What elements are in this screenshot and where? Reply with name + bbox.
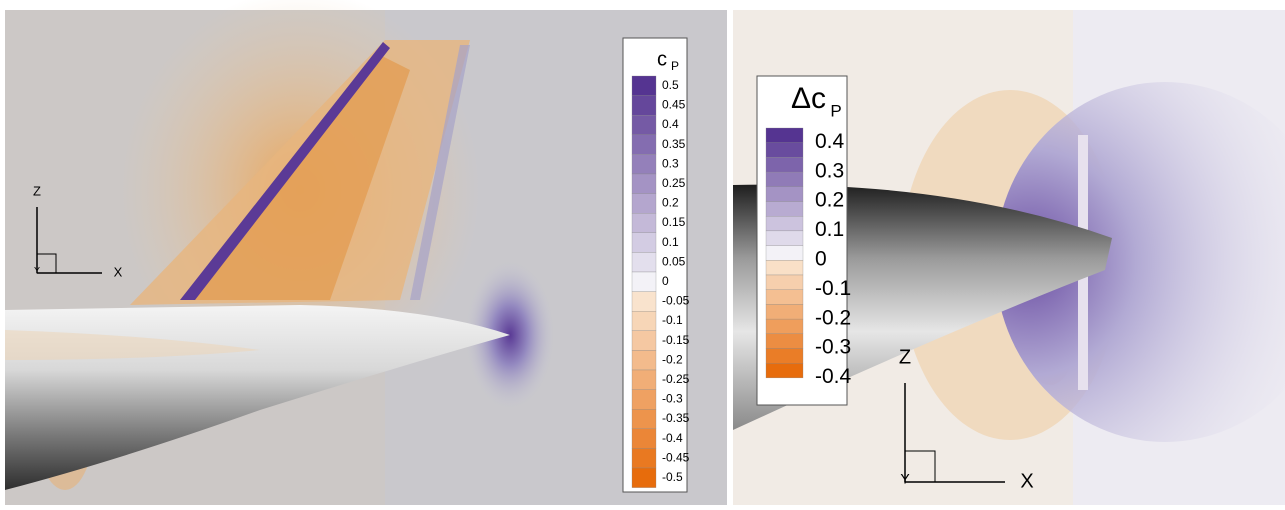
legend-label: -0.15: [662, 333, 690, 347]
legend-swatch: [632, 429, 656, 449]
axis-label: Z: [33, 183, 41, 198]
legend-label: -0.1: [815, 277, 851, 300]
legend-label: 0.1: [662, 235, 679, 249]
legend-swatch: [632, 135, 656, 155]
legend-label: 0.4: [662, 117, 679, 131]
legend-swatch: [632, 213, 656, 233]
legend-label: -0.4: [662, 431, 683, 445]
axis-label: X: [1020, 470, 1033, 492]
legend-swatch: [766, 363, 803, 378]
legend-swatch: [766, 290, 803, 305]
legend-title-sub: P: [671, 59, 679, 73]
legend-swatch: [766, 319, 803, 334]
legend-swatch: [766, 231, 803, 246]
legend-swatch: [766, 128, 803, 143]
legend-label: 0.1: [815, 218, 844, 241]
legend-label: -0.1: [662, 313, 683, 327]
legend-swatch: [632, 350, 656, 370]
legend-swatch: [632, 194, 656, 214]
legend-label: 0.45: [662, 98, 686, 112]
legend-swatch: [766, 187, 803, 202]
legend-label: 0.05: [662, 254, 686, 268]
legend-label: -0.2: [662, 352, 683, 366]
axis-label: Y: [34, 265, 40, 275]
legend-swatch: [632, 174, 656, 194]
page: Z X Y c P Z X Y Δc P 0.5 0.45 0.4 0.35 0.3 0.…: [0, 0, 1285, 505]
legend-title: c: [657, 48, 667, 70]
legend-swatch: [766, 157, 803, 172]
legend-label: -0.05: [662, 294, 690, 308]
legend-label: 0.35: [662, 137, 686, 151]
left-panel: Z X Y c P: [5, 0, 727, 505]
legend-swatch: [632, 370, 656, 390]
legend-label: -0.35: [662, 411, 690, 425]
legend-label: -0.4: [815, 365, 852, 388]
legend-swatch: [766, 172, 803, 187]
legend-label: 0: [662, 274, 669, 288]
legend-label: 0.25: [662, 176, 686, 190]
legend-label: -0.45: [662, 450, 690, 464]
axis-label: Z: [899, 346, 911, 368]
legend-swatch: [632, 311, 656, 331]
legend-swatch: [632, 115, 656, 135]
legend-swatch: [766, 334, 803, 349]
legend-swatch: [766, 202, 803, 217]
legend-swatch: [632, 233, 656, 253]
legend-swatch: [766, 216, 803, 231]
legend-label: 0.4: [815, 130, 845, 153]
legend-swatch: [632, 448, 656, 468]
legend-swatch: [632, 252, 656, 272]
legend-label: 0.5: [662, 78, 679, 92]
legend-label: 0.2: [662, 196, 679, 210]
legend-label: -0.5: [662, 470, 683, 484]
legend-label: 0.3: [815, 159, 844, 182]
legend-label: 0.15: [662, 215, 686, 229]
legend-swatch: [766, 260, 803, 275]
legend-swatch: [632, 76, 656, 96]
legend-swatch: [632, 468, 656, 488]
legend-title: Δc: [791, 82, 826, 115]
legend-label: 0: [815, 247, 827, 270]
legend-swatch: [632, 154, 656, 174]
legend-label: -0.25: [662, 372, 690, 386]
legend-swatch: [766, 246, 803, 261]
legend-swatch: [766, 275, 803, 290]
legend-swatch: [632, 272, 656, 292]
legend-label: -0.2: [815, 306, 851, 329]
figure: Z X Y c P Z X Y Δc P 0.5 0.45 0.4 0.35 0.3 0.…: [0, 0, 1285, 505]
legend-swatch: [766, 143, 803, 158]
legend-label: 0.3: [662, 156, 679, 170]
legend-label: 0.2: [815, 189, 844, 212]
axis-label: Y: [900, 471, 910, 487]
legend-swatch: [632, 331, 656, 351]
legend-label: -0.3: [815, 336, 851, 359]
axis-label: X: [114, 264, 123, 279]
legend-label: -0.3: [662, 392, 683, 406]
legend-title-sub: P: [830, 101, 841, 120]
legend-swatch: [632, 409, 656, 429]
legend-swatch: [632, 390, 656, 410]
legend-swatch: [766, 304, 803, 319]
legend-swatch: [632, 292, 656, 312]
legend-swatch: [766, 349, 803, 364]
legend-swatch: [632, 96, 656, 116]
